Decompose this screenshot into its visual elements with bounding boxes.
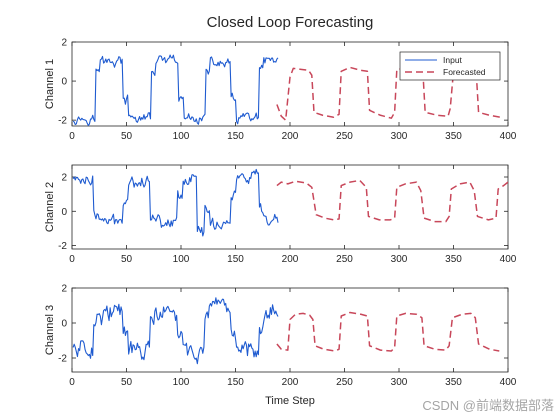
x-tick-label: 150 [227,254,244,265]
x-tick-label: 250 [336,131,353,142]
x-tick-label: 50 [121,254,133,265]
forecasted-series-line [276,179,508,223]
y-tick-label: 2 [61,284,67,295]
forecasted-series-line [276,311,500,352]
legend-entry-label: Input [443,55,463,65]
x-tick-label: 50 [121,131,133,142]
x-tick-label: 350 [445,377,462,388]
y-tick-label: -2 [58,241,67,252]
y-tick-label: 0 [61,77,67,88]
x-tick-label: 350 [445,254,462,265]
x-tick-label: 200 [282,131,299,142]
input-series-line [72,297,279,365]
x-tick-label: 250 [336,254,353,265]
x-tick-label: 150 [227,131,244,142]
x-tick-label: 400 [500,377,517,388]
y-tick-label: 0 [61,207,67,218]
x-tick-label: 200 [282,254,299,265]
x-tick-label: 300 [391,254,408,265]
y-tick-label: -2 [58,116,67,127]
x-tick-label: 0 [69,254,75,265]
x-tick-label: 150 [227,377,244,388]
x-tick-label: 400 [500,254,517,265]
x-tick-label: 300 [391,131,408,142]
x-axis-label: Time Step [265,395,315,407]
x-tick-label: 400 [500,131,517,142]
x-tick-label: 200 [282,377,299,388]
x-tick-label: 0 [69,377,75,388]
y-tick-label: 2 [61,38,67,49]
plot-area [72,297,500,365]
y-axis-label: Channel 1 [44,59,56,109]
plot-area [72,168,508,237]
y-axis-label: Channel 2 [44,182,56,232]
x-tick-label: 250 [336,377,353,388]
chart-title: Closed Loop Forecasting [207,14,374,31]
x-tick-label: 300 [391,377,408,388]
panel-channel-3: 0 50 100 150 200 250 300 350 400 -2 0 2 Channel 3 [44,284,517,389]
y-tick-label: -2 [58,354,67,365]
legend-box [399,51,501,81]
x-tick-label: 50 [121,377,133,388]
watermark: CSDN @前端数据部落 [422,398,554,413]
y-tick-label: 2 [61,173,67,184]
legend: Input Forecasted [399,51,501,81]
x-tick-label: 0 [69,131,75,142]
y-tick-label: 0 [61,319,67,330]
y-axis-label: Channel 3 [44,305,56,355]
x-tick-label: 100 [173,377,190,388]
x-tick-label: 350 [445,131,462,142]
axes-box [71,164,509,250]
legend-entry-label: Forecasted [443,67,486,77]
x-tick-label: 100 [173,254,190,265]
x-tick-label: 100 [173,131,190,142]
input-series-line [72,168,279,237]
input-series-line [72,54,279,126]
